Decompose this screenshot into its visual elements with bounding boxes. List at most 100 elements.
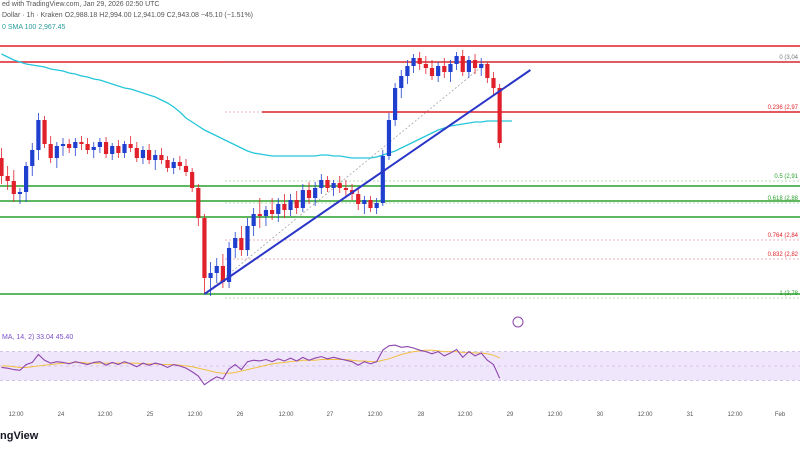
- candle-down: [356, 194, 361, 204]
- candle-up: [91, 147, 96, 150]
- x-axis-tick-label: 12:00: [457, 412, 473, 418]
- candle-down: [42, 120, 47, 144]
- candle-down: [472, 60, 478, 68]
- ohlc-readout: Dollar · 1h · Kraken O2,988.18 H2,994.00…: [2, 12, 254, 19]
- x-axis-tick-label: 12:00: [727, 412, 743, 418]
- candle-up: [276, 204, 281, 214]
- x-axis-tick-label: 29: [507, 412, 514, 418]
- candle-up: [140, 150, 146, 158]
- sma-100-line: [1, 53, 512, 159]
- candle-down: [196, 188, 201, 218]
- candle-down: [177, 162, 182, 166]
- candle-up: [214, 266, 219, 273]
- tradingview-logo-text: ngView: [0, 430, 39, 442]
- candle-up: [251, 214, 256, 226]
- x-axis-tick-label: 12:00: [97, 412, 113, 418]
- candle-down: [202, 218, 207, 278]
- x-axis-tick-label: 12:00: [367, 412, 383, 418]
- fib-guide-line: [204, 61, 488, 295]
- candle-down: [239, 238, 244, 250]
- candle-down: [103, 142, 109, 154]
- candle-down: [183, 166, 189, 172]
- candle-up: [479, 64, 484, 68]
- candle-up: [24, 166, 29, 192]
- x-axis-tick-label: 12:00: [8, 412, 24, 418]
- candle-up: [448, 64, 453, 72]
- candle-down: [423, 64, 428, 68]
- fib-level-label: 0.236 (2,97: [768, 105, 799, 111]
- x-axis-tick-label: 12:00: [187, 412, 203, 418]
- bullish-trendline: [203, 69, 531, 295]
- rsi-indicator-header: MA, 14, 2) 33.04 45.40: [2, 334, 74, 341]
- candle-up: [73, 142, 78, 148]
- candle-up: [319, 180, 324, 188]
- candle-down: [48, 144, 53, 158]
- fib-level-label: 0.618 (2,88: [768, 196, 799, 202]
- x-axis-tick-label: 30: [597, 412, 604, 418]
- candle-down: [368, 200, 373, 208]
- candle-up: [399, 76, 404, 88]
- x-axis-tick-label: Feb: [775, 412, 786, 418]
- fib-level-label: 1 (2,78: [779, 291, 798, 297]
- candle-up: [17, 192, 23, 194]
- candle-down: [11, 181, 16, 194]
- candle-down: [159, 155, 164, 160]
- chart-header-title: ed with TradingView.com, Jan 29, 2026 02…: [2, 1, 160, 8]
- x-axis-tick-label: 12:00: [278, 412, 294, 418]
- candle-down: [282, 204, 287, 210]
- candle-up: [233, 238, 238, 248]
- x-axis-tick-label: 12:00: [637, 412, 653, 418]
- candle-up: [263, 210, 269, 216]
- candle-up: [208, 273, 213, 278]
- candle-down: [165, 160, 170, 168]
- candle-down: [306, 190, 312, 198]
- candle-up: [374, 203, 379, 208]
- candle-down: [497, 88, 502, 143]
- candle-up: [60, 144, 66, 146]
- candle-up: [393, 88, 398, 120]
- earnings-icon: [512, 316, 524, 328]
- candle-down: [442, 66, 447, 72]
- candle-up: [436, 66, 441, 76]
- x-axis-tick-label: 27: [327, 412, 334, 418]
- candle-down: [337, 183, 342, 188]
- candle-down: [294, 200, 299, 208]
- fib-level-label: 0.832 (2,82: [768, 252, 799, 258]
- x-axis-tick-label: 25: [147, 412, 154, 418]
- rsi-ma-line: [1, 349, 500, 374]
- candle-up: [386, 120, 392, 156]
- candle-down: [270, 210, 275, 214]
- candle-up: [411, 58, 416, 66]
- candle-down: [5, 176, 10, 181]
- fib-level-label: 0.5 (2,91: [774, 174, 798, 180]
- candle-down: [85, 144, 90, 150]
- fib-level-label: 0.764 (2,84: [768, 233, 799, 239]
- candle-down: [116, 146, 121, 153]
- fib-level-label: 0 (3,04: [779, 55, 798, 61]
- candle-up: [313, 188, 318, 198]
- candle-down: [190, 172, 195, 188]
- candle-down: [257, 214, 262, 216]
- candle-up: [380, 156, 385, 203]
- candle-up: [97, 142, 102, 147]
- candle-down: [429, 68, 435, 76]
- candle-down: [491, 78, 496, 88]
- candle-down: [0, 158, 4, 176]
- candle-up: [171, 162, 176, 168]
- candle-up: [454, 56, 459, 64]
- candle-up: [54, 146, 59, 158]
- candle-up: [405, 66, 410, 76]
- sma-indicator-header: 0 SMA 100 2,967.45: [2, 24, 66, 31]
- candle-up: [300, 190, 305, 208]
- rsi-line: [1, 344, 501, 386]
- candle-down: [79, 142, 84, 144]
- candle-down: [220, 266, 225, 282]
- candle-up: [288, 200, 293, 210]
- candle-up: [331, 183, 336, 188]
- x-axis-tick-label: 28: [418, 412, 425, 418]
- candle-down: [485, 64, 490, 78]
- candle-down: [67, 144, 72, 148]
- candle-up: [362, 200, 367, 204]
- candle-down: [325, 180, 330, 188]
